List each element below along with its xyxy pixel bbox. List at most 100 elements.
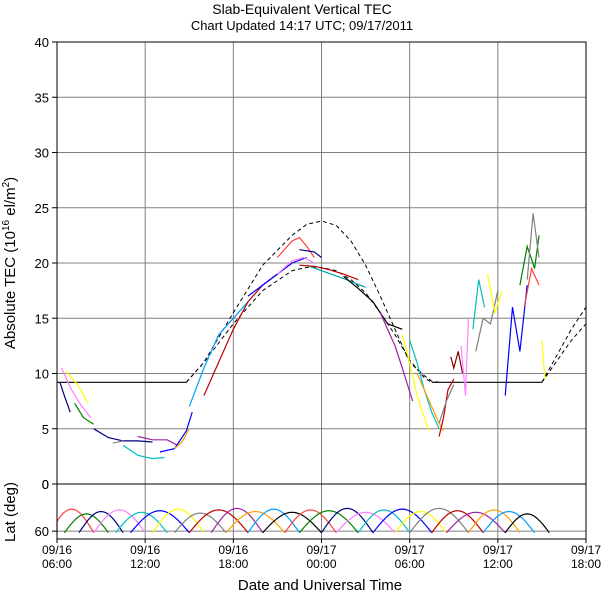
lat-arc <box>284 509 337 534</box>
chart-title: Slab-Equivalent Vertical TEC <box>212 1 392 17</box>
tec-series-line <box>306 264 366 288</box>
x-tick-date: 09/16 <box>130 543 160 557</box>
lat-y-tick-label: 0 <box>42 477 49 492</box>
x-tick-date: 09/17 <box>395 543 425 557</box>
lat-arc <box>210 507 264 534</box>
lat-arc <box>115 511 168 534</box>
x-axis-label: Date and Universal Time <box>238 577 402 594</box>
tec-series-line <box>122 444 165 460</box>
tec-series-line <box>174 428 190 450</box>
x-tick-time: 12:00 <box>483 557 513 571</box>
tec-series-line <box>112 440 124 444</box>
lat-arc <box>299 510 359 534</box>
tec-y-tick-label: 25 <box>35 201 49 216</box>
tec-series-line <box>276 256 315 275</box>
tec-series-line <box>299 249 322 258</box>
tec-series-line <box>401 334 430 432</box>
x-tick-date: 09/17 <box>483 543 513 557</box>
tec-series-line <box>203 273 278 396</box>
tec-series-line <box>541 323 587 383</box>
lat-arc <box>394 510 447 534</box>
tec-series-line <box>60 367 92 419</box>
lat-arc <box>78 510 124 534</box>
lat-arc <box>321 507 374 534</box>
lat-arc <box>445 511 506 534</box>
lat-y-ticks: 0 60 <box>35 477 57 539</box>
tec-series-line <box>299 264 359 281</box>
tec-series-line <box>475 290 499 352</box>
tec-series-line <box>185 266 432 383</box>
tec-y-tick-label: 0 <box>42 477 49 492</box>
x-tick-date: 09/16 <box>218 543 248 557</box>
tec-series-line <box>523 266 540 308</box>
tec-y-tick-label: 40 <box>35 35 49 50</box>
x-tick-date: 09/17 <box>306 543 336 557</box>
tec-series-line <box>438 384 455 424</box>
tec-series-line <box>276 236 315 258</box>
tec-series-line <box>472 279 486 330</box>
tec-y-tick-label: 15 <box>35 311 49 326</box>
x-tick-time: 06:00 <box>395 557 425 571</box>
lat-arc <box>56 508 95 534</box>
lat-arc <box>504 513 550 534</box>
lat-arc <box>93 509 146 534</box>
tec-series-group <box>57 213 587 460</box>
tec-y-tick-label: 10 <box>35 367 49 382</box>
x-tick-time: 12:00 <box>130 557 160 571</box>
x-tick-date: 09/16 <box>42 543 72 557</box>
lat-arc <box>63 513 109 534</box>
tec-series-line <box>74 402 95 425</box>
lat-arc <box>130 510 190 534</box>
tec-series-line <box>137 435 178 446</box>
chart-subtitle: Chart Updated 14:17 UTC; 09/17/2011 <box>191 18 413 33</box>
tec-y-tick-label: 35 <box>35 90 49 105</box>
lat-plot-area: 0 60 <box>35 477 587 540</box>
lat-arc <box>188 509 249 534</box>
tec-series-line <box>526 213 540 280</box>
tec-series-line <box>188 301 249 407</box>
lat-arc <box>431 510 484 534</box>
tec-y-tick-label: 20 <box>35 256 49 271</box>
tec-series-line <box>486 273 503 316</box>
tec-series-line <box>438 378 455 437</box>
x-tick-date: 09/17 <box>571 543 601 557</box>
lat-arcs-group <box>56 507 550 534</box>
tec-series-line <box>460 318 469 396</box>
tec-series-line <box>343 275 403 330</box>
tec-series-line <box>159 412 193 453</box>
x-tick-labels: 09/1606:0009/1612:0009/1618:0009/1700:00… <box>42 539 601 571</box>
lat-arc <box>262 511 322 534</box>
lat-arc <box>152 508 205 534</box>
tec-y-tick-label: 5 <box>42 422 49 437</box>
tec-y-ticks: 0 5 10 15 20 25 30 35 40 <box>35 35 57 492</box>
lat-arc <box>372 508 433 534</box>
tec-series-line <box>379 312 414 402</box>
lat-y-tick-label: 60 <box>35 524 49 539</box>
tec-series-line <box>450 351 464 374</box>
tec-series-line <box>519 235 540 286</box>
lat-arc <box>247 508 300 534</box>
tec-series-line <box>416 373 445 432</box>
tec-plot-area: 0 5 10 15 20 25 30 35 40 <box>35 35 587 492</box>
lat-arc <box>335 511 396 534</box>
lat-arc <box>357 509 411 534</box>
tec-y-tick-label: 30 <box>35 146 49 161</box>
tec-series-line <box>185 220 440 383</box>
tec-grid <box>56 41 587 485</box>
lat-arc <box>467 509 521 534</box>
x-tick-time: 00:00 <box>306 557 336 571</box>
x-tick-time: 18:00 <box>218 557 248 571</box>
tec-series-line <box>541 340 546 380</box>
x-tick-time: 18:00 <box>571 557 601 571</box>
lat-arc <box>482 510 536 534</box>
lat-y-axis-label: Lat (deg) <box>2 482 19 542</box>
x-tick-time: 06:00 <box>42 557 72 571</box>
tec-series-line <box>65 370 89 404</box>
tec-series-line <box>93 428 153 443</box>
tec-series-line <box>59 382 71 413</box>
tec-y-axis-label: Absolute TEC (1016 el/m2) <box>1 177 19 349</box>
lat-arc <box>225 510 286 534</box>
tec-series-line <box>541 306 587 383</box>
tec-series-line <box>504 285 528 396</box>
